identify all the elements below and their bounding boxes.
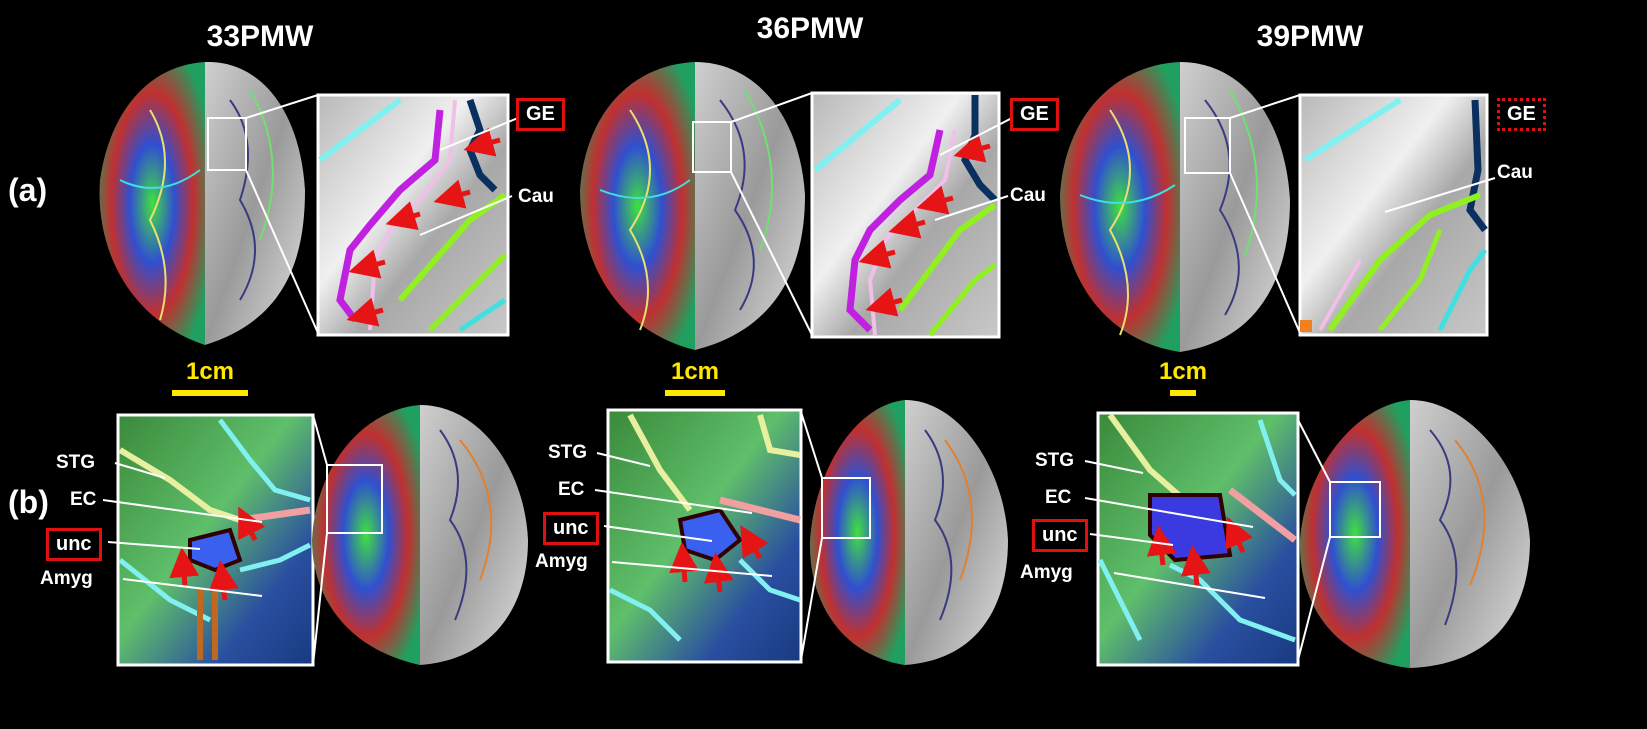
- zoom-a-33: [316, 93, 519, 337]
- unc-label-39: unc: [1032, 519, 1088, 552]
- scale-bar-39: [1170, 390, 1196, 396]
- row-label-b: (b): [8, 484, 49, 520]
- column-title-33: 33PMW: [206, 20, 314, 53]
- amyg-label-33: Amyg: [40, 568, 93, 589]
- column-title-39: 39PMW: [1256, 20, 1364, 53]
- scale-label-39: 1cm: [1158, 358, 1208, 385]
- scale-bar-36: [665, 390, 725, 396]
- stg-label-39: STG: [1035, 450, 1075, 471]
- unc-label-33: unc: [46, 528, 102, 561]
- ge-label-36: GE: [1010, 98, 1059, 131]
- scale-label-33: 1cm: [185, 358, 235, 385]
- amyg-label-39: Amyg: [1020, 562, 1073, 583]
- unc-label-36: unc: [543, 512, 599, 545]
- scale-bar-33: [172, 390, 248, 396]
- brain-b-33: [312, 405, 528, 666]
- zoom-b-33: [102, 413, 315, 667]
- row-label-a: (a): [8, 172, 48, 208]
- zoom-b-39: [1084, 411, 1300, 667]
- scale-label-36: 1cm: [670, 358, 720, 385]
- ec-label-36: EC: [558, 479, 585, 500]
- cau-label-39: Cau: [1497, 162, 1533, 183]
- ge-label-39: GE: [1497, 98, 1546, 131]
- stg-label-33: STG: [56, 452, 96, 473]
- stg-label-36: STG: [548, 442, 588, 463]
- column-title-36: 36PMW: [756, 12, 864, 45]
- amyg-label-36: Amyg: [535, 551, 588, 572]
- ge-label-33: GE: [516, 98, 565, 131]
- zoom-b-36: [594, 408, 803, 664]
- brain-a-33: [99, 61, 319, 346]
- brain-b-36: [800, 400, 1008, 665]
- cau-label-33: Cau: [518, 186, 554, 207]
- zoom-a-39: [1298, 93, 1496, 337]
- brain-a-39: [1060, 62, 1301, 352]
- brain-a-36: [580, 62, 813, 350]
- zoom-a-36: [810, 91, 1013, 339]
- ec-label-39: EC: [1045, 487, 1072, 508]
- brain-b-39: [1297, 400, 1530, 668]
- ec-label-33: EC: [70, 489, 97, 510]
- cau-label-36: Cau: [1010, 185, 1046, 206]
